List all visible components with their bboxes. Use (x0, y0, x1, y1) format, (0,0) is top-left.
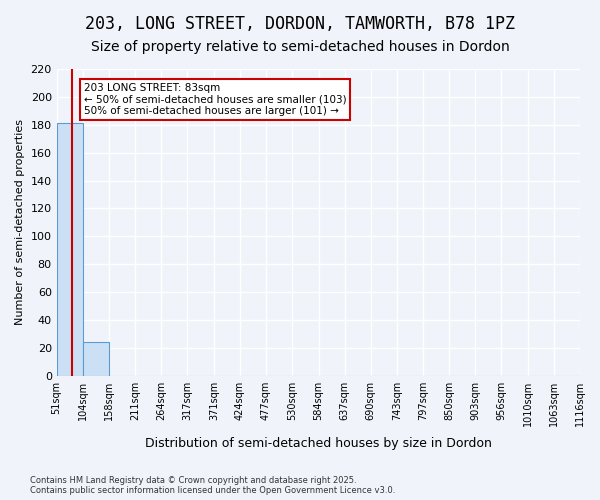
Bar (83, 342, 109, 376)
Bar (56, 124, 83, 376)
Y-axis label: Number of semi-detached properties: Number of semi-detached properties (15, 120, 25, 326)
Text: 203, LONG STREET, DORDON, TAMWORTH, B78 1PZ: 203, LONG STREET, DORDON, TAMWORTH, B78 … (85, 15, 515, 33)
Text: 203 LONG STREET: 83sqm
← 50% of semi-detached houses are smaller (103)
50% of se: 203 LONG STREET: 83sqm ← 50% of semi-det… (83, 83, 346, 116)
Text: Size of property relative to semi-detached houses in Dordon: Size of property relative to semi-detach… (91, 40, 509, 54)
Text: Contains HM Land Registry data © Crown copyright and database right 2025.
Contai: Contains HM Land Registry data © Crown c… (30, 476, 395, 495)
X-axis label: Distribution of semi-detached houses by size in Dordon: Distribution of semi-detached houses by … (145, 437, 492, 450)
